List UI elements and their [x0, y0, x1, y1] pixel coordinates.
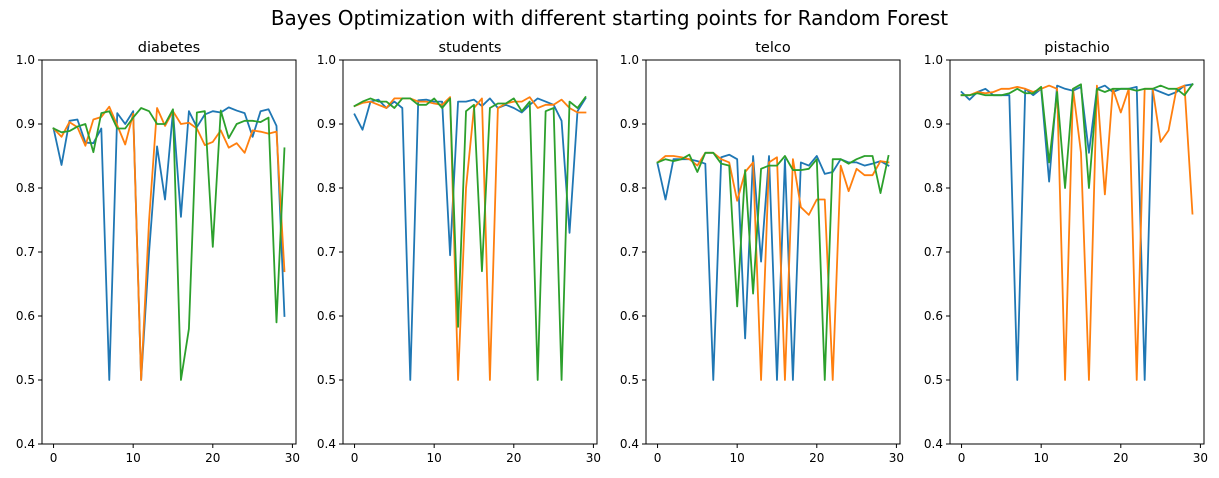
series-line-1	[656, 153, 890, 381]
series-line-2	[353, 96, 587, 381]
y-tick-label: 0.6	[317, 309, 336, 323]
series-line-3	[52, 107, 286, 381]
series-line-3	[353, 95, 587, 381]
figure-title: Bayes Optimization with different starti…	[271, 6, 948, 30]
x-tick-label: 30	[285, 451, 300, 465]
subplot-students: students 0.4 0.5 0.6 0.7 0.8 0.9 1.0 0 10 20 30	[317, 40, 601, 465]
x-tick-label: 20	[205, 451, 220, 465]
x-tick-label: 20	[506, 451, 521, 465]
x-tick-label: 0	[958, 451, 966, 465]
y-tick-label: 0.6	[620, 309, 639, 323]
y-tick-label: 0.4	[16, 437, 35, 451]
y-tick-label: 0.7	[924, 245, 943, 259]
x-tick-label: 30	[586, 451, 601, 465]
y-tick-label: 0.4	[317, 437, 336, 451]
y-tick-label: 0.8	[924, 181, 943, 195]
x-tick-label: 30	[889, 451, 904, 465]
axes-frame	[342, 59, 598, 445]
series-line-2	[52, 105, 286, 381]
subplot-pistachio: pistachio 0.4 0.5 0.6 0.7 0.8 0.9 1.0 0 10 20 30	[924, 40, 1208, 465]
x-tick-label: 10	[730, 451, 745, 465]
series-line-2	[656, 151, 890, 381]
y-tick-label: 0.4	[924, 437, 943, 451]
y-tick-label: 0.7	[620, 245, 639, 259]
x-tick-label: 10	[1034, 451, 1049, 465]
y-tick-label: 0.4	[620, 437, 639, 451]
series-line-3	[960, 83, 1194, 189]
y-tick-label: 0.5	[924, 373, 943, 387]
y-tick-label: 0.8	[620, 181, 639, 195]
y-tick-label: 1.0	[620, 53, 639, 67]
y-tick-label: 0.5	[317, 373, 336, 387]
x-tick-label: 10	[126, 451, 141, 465]
series-line-3	[656, 151, 890, 381]
x-tick-label: 20	[809, 451, 824, 465]
y-tick-label: 0.9	[16, 117, 35, 131]
y-tick-label: 0.9	[620, 117, 639, 131]
y-tick-label: 0.9	[317, 117, 336, 131]
subplot-title: pistachio	[1044, 40, 1110, 56]
y-tick-label: 0.5	[16, 373, 35, 387]
subplot-title: diabetes	[138, 40, 200, 56]
y-tick-label: 1.0	[317, 53, 336, 67]
x-tick-label: 20	[1113, 451, 1128, 465]
series-line-2	[960, 84, 1194, 381]
series-line-1	[353, 97, 587, 381]
x-tick-label: 30	[1193, 451, 1208, 465]
y-tick-label: 0.8	[16, 181, 35, 195]
y-tick-label: 1.0	[924, 53, 943, 67]
x-tick-label: 0	[50, 451, 58, 465]
y-tick-label: 0.7	[16, 245, 35, 259]
y-tick-label: 0.6	[924, 309, 943, 323]
subplot-title: telco	[755, 40, 791, 56]
y-tick-label: 0.7	[317, 245, 336, 259]
y-tick-label: 0.8	[317, 181, 336, 195]
y-tick-label: 0.9	[924, 117, 943, 131]
subplot-telco: telco 0.4 0.5 0.6 0.7 0.8 0.9 1.0 0 10 20 30	[620, 40, 904, 465]
x-tick-label: 10	[427, 451, 442, 465]
subplot-title: students	[439, 40, 502, 56]
y-tick-label: 0.6	[16, 309, 35, 323]
y-tick-label: 0.5	[620, 373, 639, 387]
x-tick-label: 0	[654, 451, 662, 465]
y-tick-label: 1.0	[16, 53, 35, 67]
subplot-diabetes: diabetes 0.4 0.5 0.6 0.7 0.8 0.9 1.0 0 10 20 30	[16, 40, 300, 465]
x-tick-label: 0	[351, 451, 359, 465]
series-line-1	[52, 106, 286, 381]
